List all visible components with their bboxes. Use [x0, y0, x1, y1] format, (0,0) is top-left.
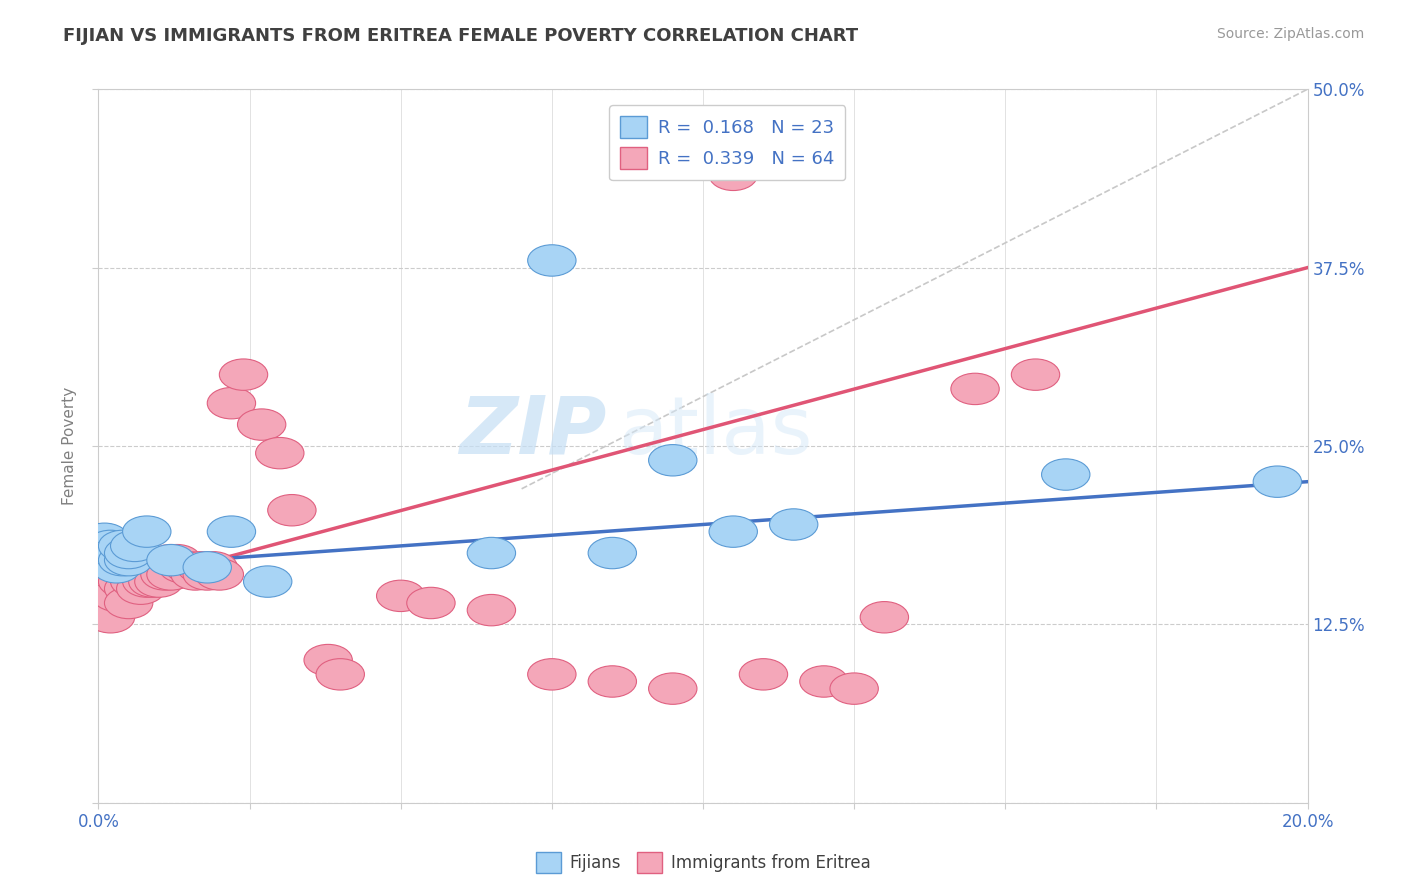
- Text: ZIP: ZIP: [458, 392, 606, 471]
- Text: FIJIAN VS IMMIGRANTS FROM ERITREA FEMALE POVERTY CORRELATION CHART: FIJIAN VS IMMIGRANTS FROM ERITREA FEMALE…: [63, 27, 859, 45]
- Y-axis label: Female Poverty: Female Poverty: [62, 387, 77, 505]
- Legend: R =  0.168   N = 23, R =  0.339   N = 64: R = 0.168 N = 23, R = 0.339 N = 64: [609, 105, 845, 180]
- Legend: Fijians, Immigrants from Eritrea: Fijians, Immigrants from Eritrea: [529, 846, 877, 880]
- Text: Source: ZipAtlas.com: Source: ZipAtlas.com: [1216, 27, 1364, 41]
- Text: atlas: atlas: [619, 392, 813, 471]
